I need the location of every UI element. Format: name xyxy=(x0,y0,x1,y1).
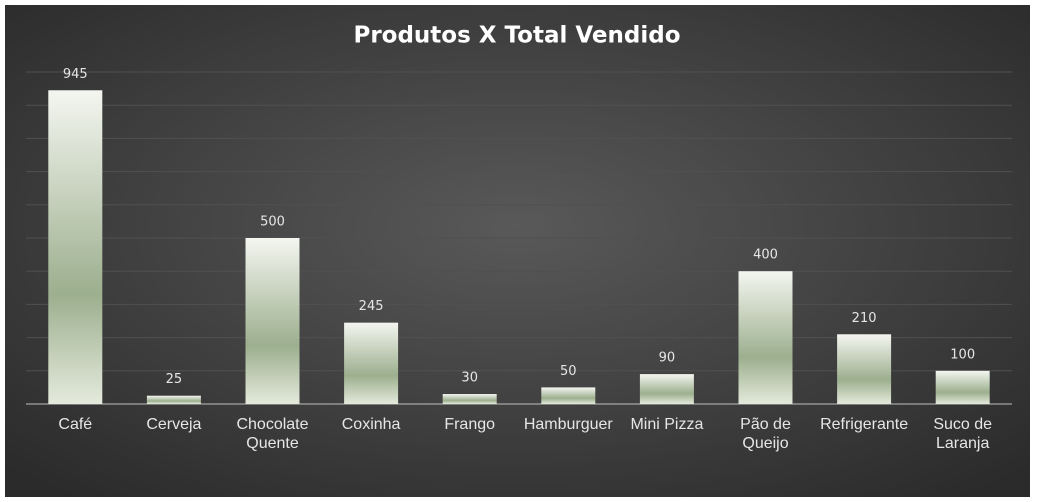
chart-title: Produtos X Total Vendido xyxy=(353,23,680,49)
data-label: 25 xyxy=(166,372,183,387)
data-label: 500 xyxy=(260,215,285,230)
x-tick-label: Mini Pizza xyxy=(630,416,704,433)
x-tick-label: Chocolate Quente xyxy=(236,416,309,452)
bar xyxy=(442,394,497,404)
data-label: 945 xyxy=(63,67,88,82)
x-tick-label: Frango xyxy=(444,416,496,433)
data-label: 50 xyxy=(560,364,577,379)
chart-background xyxy=(5,5,1030,497)
x-tick-label: Suco de Laranja xyxy=(933,416,993,452)
bar xyxy=(48,90,103,404)
data-label: 90 xyxy=(659,351,676,366)
bar xyxy=(541,387,596,404)
bar xyxy=(146,395,201,404)
bar xyxy=(245,238,300,404)
x-tick-label: Cerveja xyxy=(146,416,202,433)
data-label: 210 xyxy=(852,311,877,326)
x-tick-label: Hamburguer xyxy=(523,416,613,433)
bar xyxy=(837,334,892,404)
x-tick-label: Pão de Queijo xyxy=(740,416,791,452)
x-tick-label: Coxinha xyxy=(341,416,401,433)
bar xyxy=(344,322,399,404)
bar xyxy=(738,271,793,404)
data-label: 30 xyxy=(461,371,478,386)
bar xyxy=(639,374,694,404)
x-tick-label: Refrigerante xyxy=(820,416,909,433)
data-label: 400 xyxy=(753,248,778,263)
bar xyxy=(935,370,990,404)
data-label: 245 xyxy=(359,299,384,314)
data-label: 100 xyxy=(950,347,975,362)
x-tick-label: Café xyxy=(58,416,93,433)
